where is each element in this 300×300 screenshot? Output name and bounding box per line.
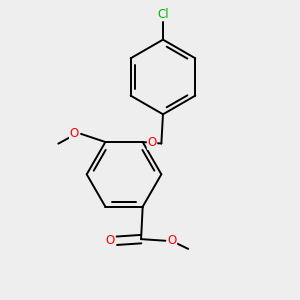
Text: O: O <box>147 136 157 149</box>
Text: Cl: Cl <box>157 8 169 21</box>
Text: O: O <box>167 234 177 247</box>
Text: O: O <box>70 128 79 140</box>
Text: O: O <box>106 234 115 247</box>
